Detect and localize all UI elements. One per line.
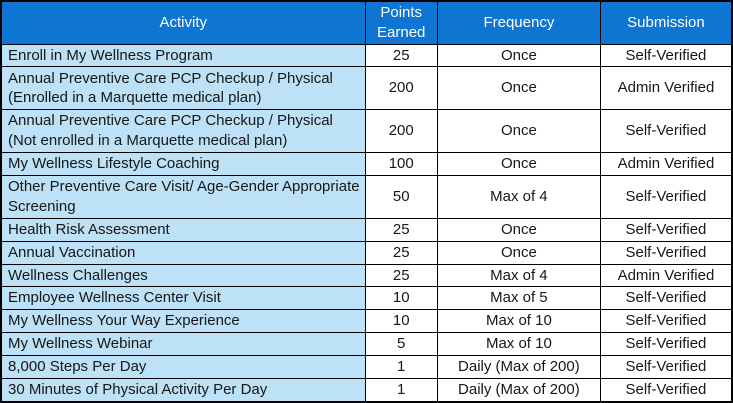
cell-submission: Admin Verified <box>599 263 733 288</box>
cell-submission: Self-Verified <box>599 309 733 334</box>
cell-activity: Employee Wellness Center Visit <box>0 286 366 311</box>
table-row: My Wellness Webinar 5 Max of 10 Self-Ver… <box>0 332 733 357</box>
cell-activity: My Wellness Your Way Experience <box>0 309 366 334</box>
cell-points-earned: 10 <box>364 309 438 334</box>
cell-activity: My Wellness Webinar <box>0 332 366 357</box>
cell-activity: Annual Preventive Care PCP Checkup / Phy… <box>0 66 366 111</box>
cell-activity: Wellness Challenges <box>0 263 366 288</box>
cell-submission: Self-Verified <box>599 43 733 68</box>
cell-activity: Other Preventive Care Visit/ Age-Gender … <box>0 174 366 219</box>
cell-submission: Admin Verified <box>599 152 733 176</box>
header-cell-frequency: Frequency <box>436 0 601 45</box>
cell-points-earned: 100 <box>364 152 438 176</box>
cell-points-earned: 25 <box>364 240 438 265</box>
cell-activity: 8,000 Steps Per Day <box>0 355 366 379</box>
cell-activity: Enroll in My Wellness Program <box>0 43 366 68</box>
cell-points-earned: 10 <box>364 286 438 311</box>
table-row: Annual Preventive Care PCP Checkup / Phy… <box>0 109 733 154</box>
table-row: Health Risk Assessment 25 Once Self-Veri… <box>0 217 733 242</box>
cell-frequency: Once <box>436 240 601 265</box>
cell-activity: Health Risk Assessment <box>0 217 366 242</box>
cell-submission: Self-Verified <box>599 240 733 265</box>
cell-points-earned: 200 <box>364 66 438 111</box>
cell-frequency: Max of 4 <box>436 263 601 288</box>
cell-frequency: Max of 5 <box>436 286 601 311</box>
cell-frequency: Max of 4 <box>436 174 601 219</box>
cell-submission: Self-Verified <box>599 109 733 154</box>
cell-submission: Self-Verified <box>599 377 733 403</box>
cell-activity: My Wellness Lifestyle Coaching <box>0 152 366 176</box>
cell-points-earned: 200 <box>364 109 438 154</box>
cell-frequency: Once <box>436 43 601 68</box>
table-row: Annual Vaccination 25 Once Self-Verified <box>0 240 733 265</box>
table-row: Wellness Challenges 25 Max of 4 Admin Ve… <box>0 263 733 288</box>
cell-activity: Annual Vaccination <box>0 240 366 265</box>
header-cell-activity: Activity <box>0 0 366 45</box>
cell-points-earned: 5 <box>364 332 438 357</box>
cell-points-earned: 1 <box>364 355 438 379</box>
cell-frequency: Once <box>436 152 601 176</box>
cell-frequency: Max of 10 <box>436 309 601 334</box>
table-row: 30 Minutes of Physical Activity Per Day … <box>0 377 733 403</box>
cell-points-earned: 1 <box>364 377 438 403</box>
header-cell-submission: Submission <box>599 0 733 45</box>
cell-frequency: Daily (Max of 200) <box>436 377 601 403</box>
table-row: Other Preventive Care Visit/ Age-Gender … <box>0 174 733 219</box>
cell-submission: Self-Verified <box>599 332 733 357</box>
cell-submission: Self-Verified <box>599 286 733 311</box>
table-row: My Wellness Lifestyle Coaching 100 Once … <box>0 152 733 176</box>
cell-points-earned: 25 <box>364 263 438 288</box>
header-row: Activity Points Earned Frequency Submiss… <box>0 0 733 45</box>
cell-frequency: Once <box>436 217 601 242</box>
cell-frequency: Max of 10 <box>436 332 601 357</box>
cell-frequency: Once <box>436 66 601 111</box>
cell-frequency: Daily (Max of 200) <box>436 355 601 379</box>
table-row: My Wellness Your Way Experience 10 Max o… <box>0 309 733 334</box>
cell-submission: Admin Verified <box>599 66 733 111</box>
table-row: 8,000 Steps Per Day 1 Daily (Max of 200)… <box>0 355 733 379</box>
cell-activity: 30 Minutes of Physical Activity Per Day <box>0 377 366 403</box>
cell-activity: Annual Preventive Care PCP Checkup / Phy… <box>0 109 366 154</box>
table-row: Employee Wellness Center Visit 10 Max of… <box>0 286 733 311</box>
header-cell-points-earned: Points Earned <box>364 0 438 45</box>
cell-submission: Self-Verified <box>599 355 733 379</box>
cell-points-earned: 50 <box>364 174 438 219</box>
cell-submission: Self-Verified <box>599 217 733 242</box>
table-row: Annual Preventive Care PCP Checkup / Phy… <box>0 66 733 111</box>
table-row: Enroll in My Wellness Program 25 Once Se… <box>0 43 733 68</box>
cell-points-earned: 25 <box>364 217 438 242</box>
cell-submission: Self-Verified <box>599 174 733 219</box>
cell-points-earned: 25 <box>364 43 438 68</box>
cell-frequency: Once <box>436 109 601 154</box>
